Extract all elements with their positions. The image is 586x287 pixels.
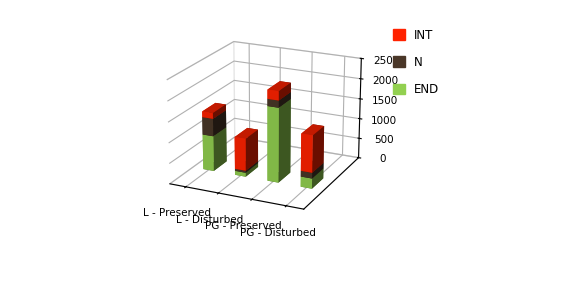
Legend: INT, N, END: INT, N, END — [393, 29, 440, 96]
